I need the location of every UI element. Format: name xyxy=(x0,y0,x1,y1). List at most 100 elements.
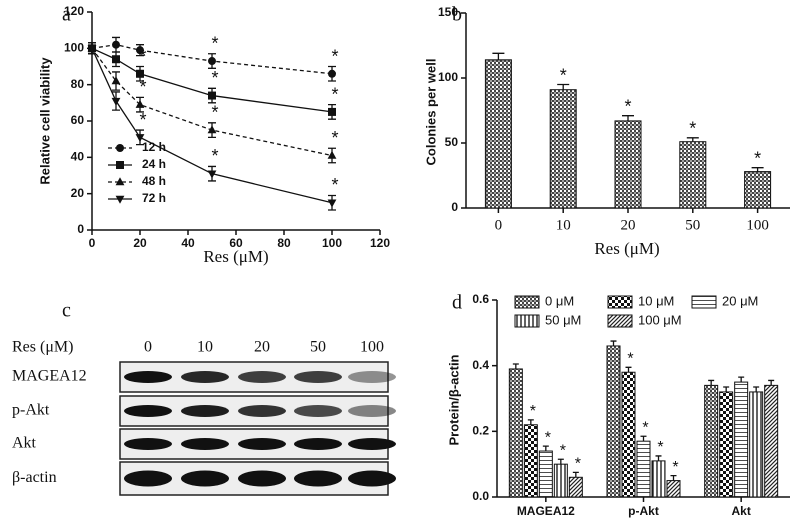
series-line xyxy=(91,47,333,157)
point xyxy=(208,91,216,100)
significance-marker: * xyxy=(627,351,633,368)
y-tick-label: 100 xyxy=(438,70,458,84)
blot-band xyxy=(181,470,229,487)
y-tick-label: 150 xyxy=(438,5,458,19)
significance-marker: * xyxy=(331,84,338,104)
point xyxy=(87,45,97,54)
row-label: MAGEA12 xyxy=(12,368,87,385)
x-tick-label: 120 xyxy=(370,236,390,250)
legend-label: 48 h xyxy=(142,174,166,188)
point xyxy=(111,76,121,85)
x-tick-label: 50 xyxy=(685,217,700,233)
legend-swatch xyxy=(514,314,540,328)
point xyxy=(136,46,144,55)
significance-marker: * xyxy=(211,146,218,166)
blot-band xyxy=(294,470,342,487)
blot-band xyxy=(294,438,342,450)
blot-band xyxy=(348,438,396,450)
y-tick-label: 100 xyxy=(64,41,84,55)
significance-marker: * xyxy=(642,419,648,436)
significance-marker: * xyxy=(139,46,146,66)
series-line xyxy=(91,44,333,75)
blot-band xyxy=(294,405,342,417)
significance-marker: * xyxy=(139,77,146,97)
bar xyxy=(484,59,512,209)
lane-label: 10 xyxy=(197,339,213,356)
bar xyxy=(614,120,642,209)
point xyxy=(328,107,336,116)
significance-marker: * xyxy=(689,119,696,139)
blot-band xyxy=(124,438,172,450)
blot-band xyxy=(238,405,286,417)
legend-swatch xyxy=(607,314,633,328)
blot-band xyxy=(294,371,342,383)
legend-label: 50 μM xyxy=(545,312,581,327)
legend-label: 10 μM xyxy=(638,293,674,308)
blot-band xyxy=(181,371,229,383)
legend-label: 20 μM xyxy=(722,293,758,308)
bar xyxy=(606,345,621,498)
y-tick-label: 20 xyxy=(71,186,85,200)
significance-marker: * xyxy=(530,403,536,420)
panel-label: c xyxy=(62,300,71,322)
significance-marker: * xyxy=(331,175,338,195)
y-tick-label: 80 xyxy=(71,77,85,91)
y-tick-label: 0 xyxy=(77,222,84,236)
y-tick-label: 120 xyxy=(64,4,84,18)
significance-marker: * xyxy=(657,439,663,456)
point xyxy=(112,55,120,64)
legend-label: 100 μM xyxy=(638,312,682,327)
legend-swatch xyxy=(514,295,540,309)
bar xyxy=(749,391,764,498)
y-axis-label: Colonies per well xyxy=(423,59,438,166)
blot-band xyxy=(238,371,286,383)
x-tick-label: 20 xyxy=(621,217,636,233)
x-tick-label: 0 xyxy=(495,217,503,233)
point xyxy=(327,150,337,159)
x-tick-label: Akt xyxy=(731,504,750,518)
significance-marker: * xyxy=(560,442,566,459)
blot-band xyxy=(238,470,286,487)
row-label: p-Akt xyxy=(12,402,50,419)
significance-marker: * xyxy=(545,429,551,446)
blot-band xyxy=(348,405,396,417)
y-tick-label: 40 xyxy=(71,150,85,164)
y-tick-label: 0 xyxy=(451,200,458,214)
bar xyxy=(553,463,568,498)
y-axis-label: Relative cell viability xyxy=(37,57,52,185)
x-tick-label: 40 xyxy=(181,236,195,250)
row-label: β-actin xyxy=(12,469,57,486)
y-tick-label: 0.2 xyxy=(472,424,489,438)
blot-band xyxy=(181,405,229,417)
blot-band xyxy=(124,470,172,487)
blot-band xyxy=(238,438,286,450)
legend-label: 0 μM xyxy=(545,293,574,308)
significance-marker: * xyxy=(211,103,218,123)
bar xyxy=(744,171,772,209)
legend-label: 72 h xyxy=(142,191,166,205)
bar xyxy=(719,391,734,498)
legend-marker xyxy=(116,161,124,169)
point xyxy=(207,170,217,179)
point xyxy=(208,57,216,66)
bar xyxy=(621,371,636,498)
bar xyxy=(651,460,666,498)
row-label: Akt xyxy=(12,435,37,452)
point xyxy=(207,125,217,134)
blot-band xyxy=(348,371,396,383)
y-tick-label: 60 xyxy=(71,113,85,127)
panel-label: d xyxy=(452,292,462,314)
bar xyxy=(704,384,719,498)
significance-marker: * xyxy=(211,68,218,88)
significance-marker: * xyxy=(139,110,146,130)
x-axis-label: Res (μM) xyxy=(594,239,659,258)
bar xyxy=(568,476,583,498)
x-tick-label: 80 xyxy=(277,236,291,250)
point xyxy=(327,199,337,208)
legend-marker xyxy=(115,177,125,186)
lane-label: 100 xyxy=(360,339,384,356)
point xyxy=(111,97,121,106)
panel-label: a xyxy=(62,4,71,26)
bar xyxy=(679,141,707,209)
legend-swatch xyxy=(607,295,633,309)
